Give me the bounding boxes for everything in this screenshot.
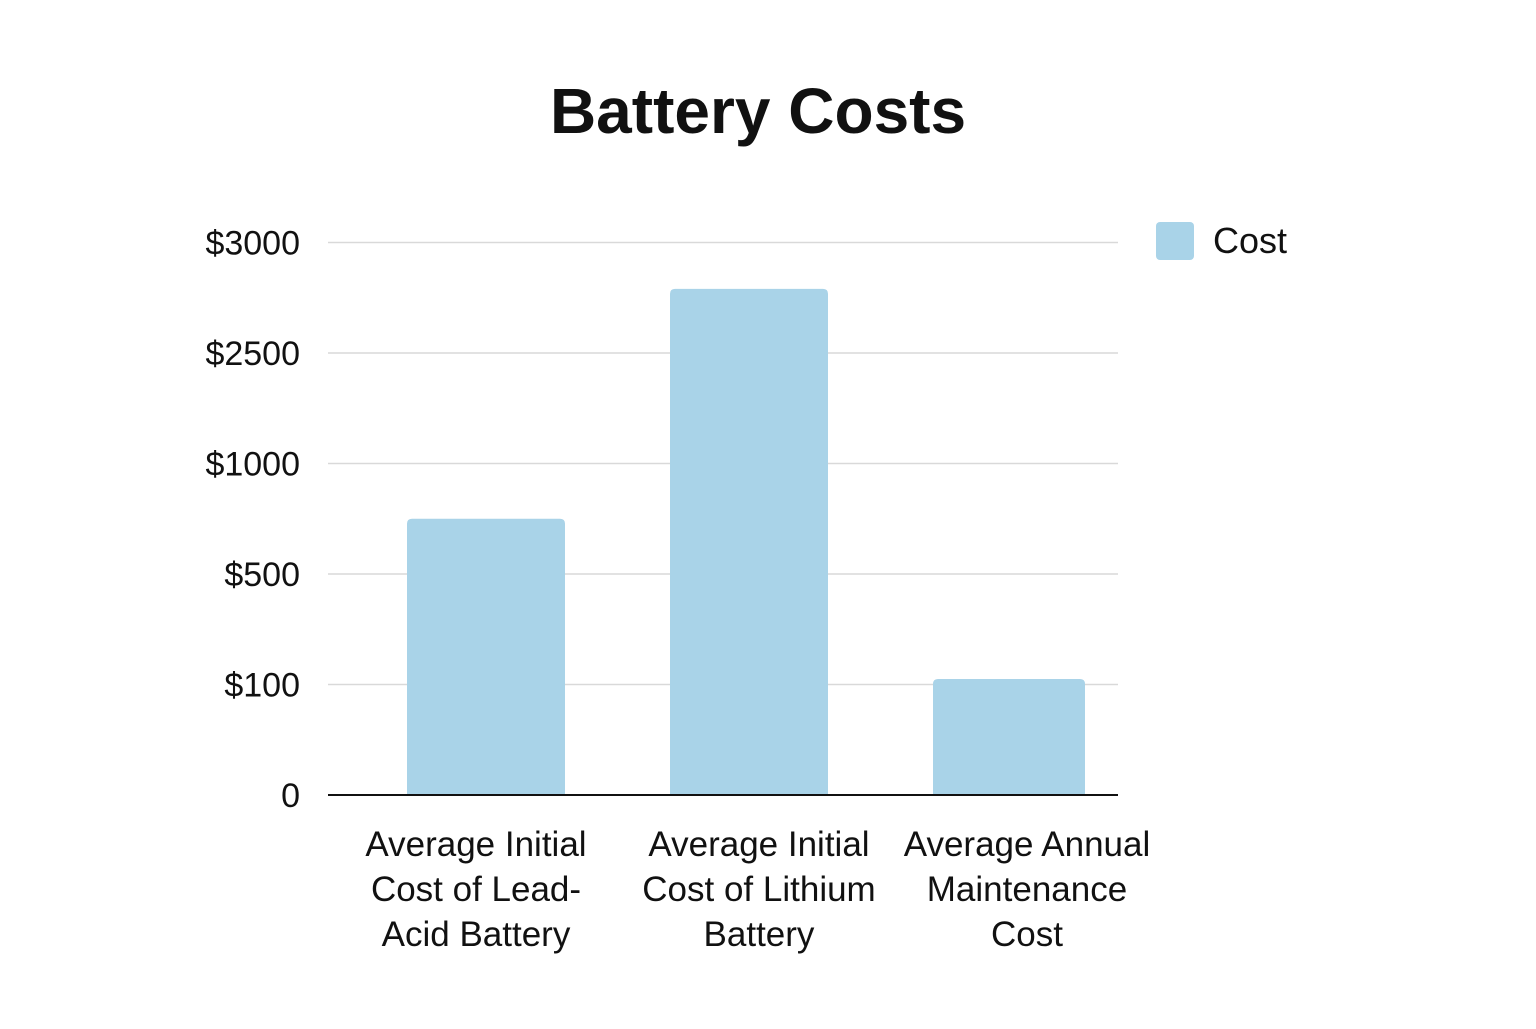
- y-tick-label: $3000: [205, 225, 300, 263]
- y-tick-label: $1000: [205, 446, 300, 484]
- y-tick-label: 0: [281, 777, 300, 815]
- x-category-label-line: Cost: [991, 915, 1063, 954]
- x-category-label-line: Average Initial: [648, 825, 869, 864]
- y-tick-label: $500: [224, 556, 300, 594]
- bars: [407, 288, 1085, 795]
- x-category-label-line: Cost of Lead-: [371, 870, 581, 909]
- x-category-label-line: Acid Battery: [382, 915, 571, 954]
- x-axis-labels: Average Initial Cost of Lead- Acid Battery…: [365, 825, 1150, 954]
- x-category-label-line: Average Annual: [904, 825, 1151, 864]
- bar[interactable]: [933, 678, 1085, 795]
- x-category-label: Average Annual Maintenance Cost: [904, 825, 1151, 954]
- legend[interactable]: Cost: [1156, 220, 1287, 261]
- legend-swatch-cost: [1156, 222, 1194, 260]
- x-category-label-line: Cost of Lithium: [642, 870, 875, 909]
- bar[interactable]: [670, 288, 828, 795]
- legend-label-cost: Cost: [1213, 220, 1287, 261]
- chart-title: Battery Costs: [550, 75, 966, 147]
- x-category-label-line: Battery: [704, 915, 815, 954]
- bar[interactable]: [407, 518, 565, 795]
- x-category-label-line: Maintenance: [927, 870, 1127, 909]
- x-category-label-line: Average Initial: [365, 825, 586, 864]
- y-tick-label: $100: [224, 667, 300, 705]
- x-category-label: Average Initial Cost of Lithium Battery: [642, 825, 875, 954]
- x-category-label: Average Initial Cost of Lead- Acid Battery: [365, 825, 586, 954]
- y-tick-label: $2500: [205, 335, 300, 373]
- y-axis-ticks: 0 $100 $500 $1000 $2500 $3000: [205, 225, 300, 816]
